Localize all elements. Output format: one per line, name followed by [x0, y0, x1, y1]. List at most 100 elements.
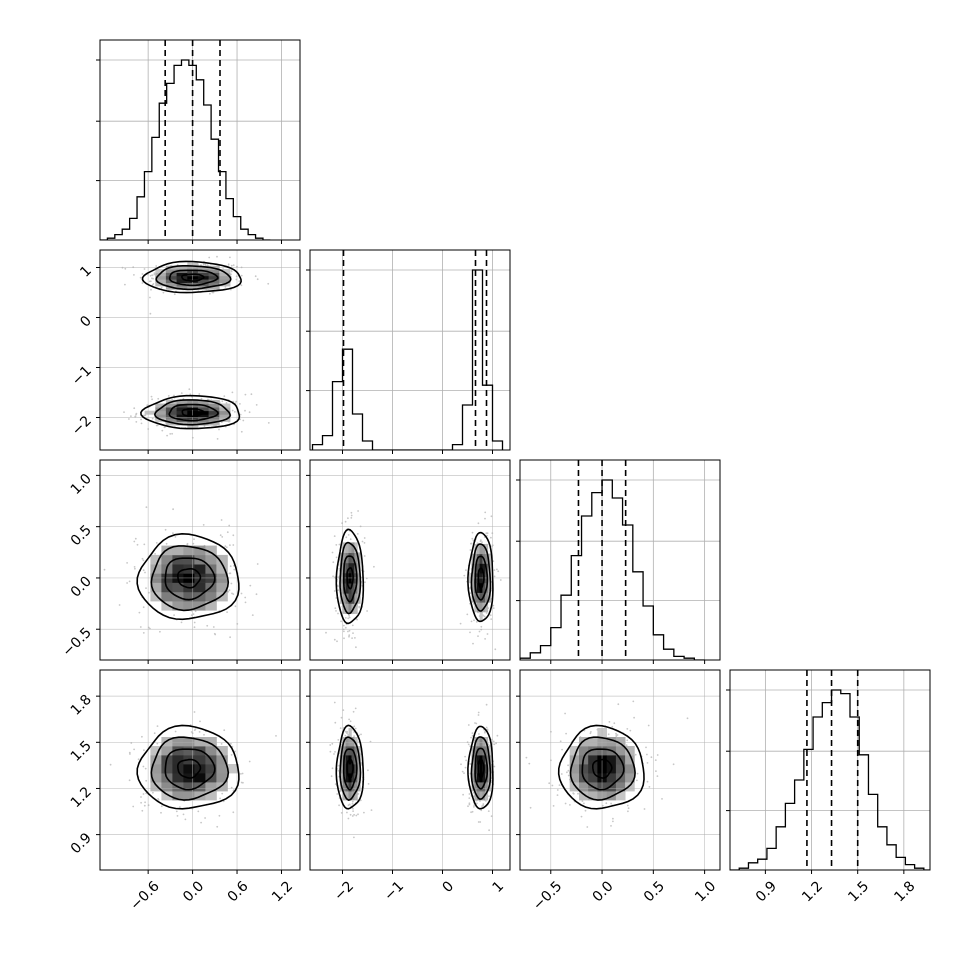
sample-point — [344, 520, 347, 523]
sample-point — [560, 773, 563, 775]
sample-point — [230, 264, 233, 267]
contour-0-2 — [150, 736, 230, 801]
sample-point — [336, 640, 338, 643]
x-tick-label-p1-3: 1 — [489, 878, 507, 896]
density-cell — [219, 414, 231, 419]
sample-point — [485, 532, 488, 535]
density-cell — [474, 592, 478, 603]
density-cell — [345, 583, 349, 594]
sample-point — [167, 395, 170, 397]
sample-point — [244, 596, 247, 599]
sample-point — [329, 750, 332, 753]
density-cell — [476, 553, 480, 564]
sample-point — [254, 275, 257, 278]
density-cell — [487, 764, 491, 774]
density-cell — [345, 552, 349, 564]
density-cell — [339, 773, 344, 783]
sample-point — [636, 772, 639, 775]
density-cell — [579, 791, 589, 801]
density-cell — [194, 582, 206, 593]
sample-point — [141, 557, 144, 560]
sample-point — [335, 610, 337, 612]
sample-point — [134, 537, 137, 540]
hist-frame-p0 — [99, 39, 301, 241]
density-cell — [569, 764, 580, 774]
sample-point — [629, 729, 632, 732]
density-cell — [354, 791, 358, 801]
sample-point — [343, 637, 345, 640]
sample-point — [360, 733, 362, 736]
contour-1-1 — [168, 403, 219, 422]
sample-point — [475, 722, 478, 725]
density-cell — [485, 602, 489, 613]
contours — [335, 528, 494, 625]
sample-point — [462, 793, 464, 796]
sample-point — [648, 786, 651, 788]
contour-1-2 — [470, 736, 492, 800]
sample-point — [608, 721, 611, 723]
sample-point — [364, 581, 366, 584]
density-cell — [205, 764, 217, 774]
density-cell — [216, 564, 228, 574]
sample-point — [367, 783, 370, 785]
density-cell — [183, 791, 195, 801]
density-cell — [482, 737, 486, 747]
x-tick-label-p0-0: −0.6 — [127, 878, 162, 913]
density-cell — [183, 746, 195, 756]
sample-point — [349, 720, 352, 723]
sample-point — [232, 811, 235, 814]
density-cell — [165, 275, 177, 280]
sample-point — [162, 291, 165, 294]
density-cell — [579, 764, 589, 774]
sample-point — [133, 566, 136, 568]
density-cell — [479, 764, 483, 774]
sample-point — [490, 536, 492, 539]
density-cell — [165, 410, 177, 415]
sample-point — [559, 740, 562, 743]
contour-1-2 — [153, 399, 231, 426]
sample-point — [172, 508, 175, 511]
sample-point — [219, 797, 222, 800]
sample-point — [349, 813, 352, 816]
density-cell — [197, 279, 209, 283]
density-cell — [625, 746, 635, 756]
sample-point — [160, 811, 162, 814]
sample-point — [348, 718, 350, 721]
sample-point — [133, 407, 136, 410]
sample-point — [153, 272, 156, 275]
sample-point — [145, 506, 148, 509]
sample-point — [224, 545, 227, 548]
contour-0-0 — [176, 568, 202, 589]
sample-point — [612, 820, 614, 823]
x-tick-label-p0-2: 0.6 — [225, 878, 252, 905]
sample-point — [233, 568, 236, 571]
hist-grid-p0 — [100, 40, 300, 240]
density-cell — [479, 553, 483, 564]
sample-point — [605, 802, 608, 805]
sample-point — [231, 409, 234, 412]
sample-point — [528, 762, 531, 765]
density-cell — [588, 737, 598, 747]
density-cell — [357, 552, 361, 564]
density-cell — [216, 773, 228, 783]
density-cell — [345, 542, 349, 553]
sample-point — [126, 582, 128, 584]
sample-point — [347, 534, 350, 536]
sample-point — [492, 740, 495, 743]
sample-point — [337, 612, 339, 615]
sample-point — [616, 734, 619, 736]
density-cell — [161, 782, 173, 792]
sample-point — [332, 561, 335, 564]
sample-point — [166, 434, 169, 437]
sample-point — [134, 415, 137, 418]
density-cell — [342, 746, 346, 756]
density-cell — [197, 407, 209, 412]
sample-point — [182, 813, 185, 816]
sample-point — [206, 624, 209, 627]
density-cell — [625, 773, 635, 783]
sample-point — [467, 724, 470, 726]
density-cell — [194, 564, 206, 574]
sample-point — [249, 584, 252, 587]
sample-point — [475, 621, 478, 623]
